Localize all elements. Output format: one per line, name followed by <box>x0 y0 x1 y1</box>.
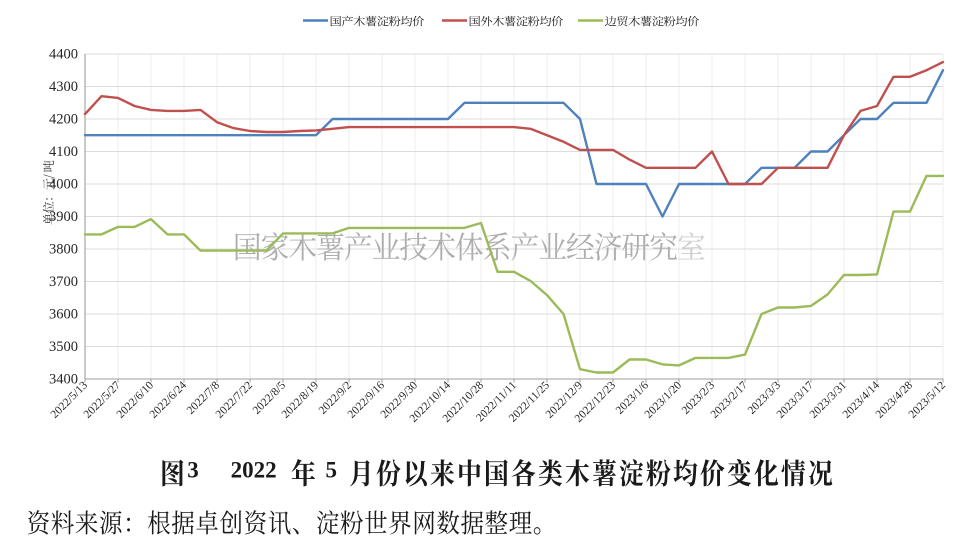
svg-text:4200: 4200 <box>49 112 78 128</box>
svg-text:4000: 4000 <box>49 177 78 193</box>
svg-text:5: 5 <box>326 458 338 483</box>
svg-text:3700: 3700 <box>49 274 78 290</box>
svg-text:3400: 3400 <box>49 372 78 388</box>
svg-text:4100: 4100 <box>49 144 78 160</box>
svg-text:2022: 2022 <box>231 458 277 483</box>
svg-text:3500: 3500 <box>49 339 78 355</box>
svg-text:4400: 4400 <box>49 47 78 63</box>
svg-text:3: 3 <box>187 458 199 483</box>
svg-text:3600: 3600 <box>49 307 78 323</box>
svg-text:3800: 3800 <box>49 242 78 258</box>
svg-text:4300: 4300 <box>49 79 78 95</box>
svg-text:3900: 3900 <box>49 209 78 225</box>
